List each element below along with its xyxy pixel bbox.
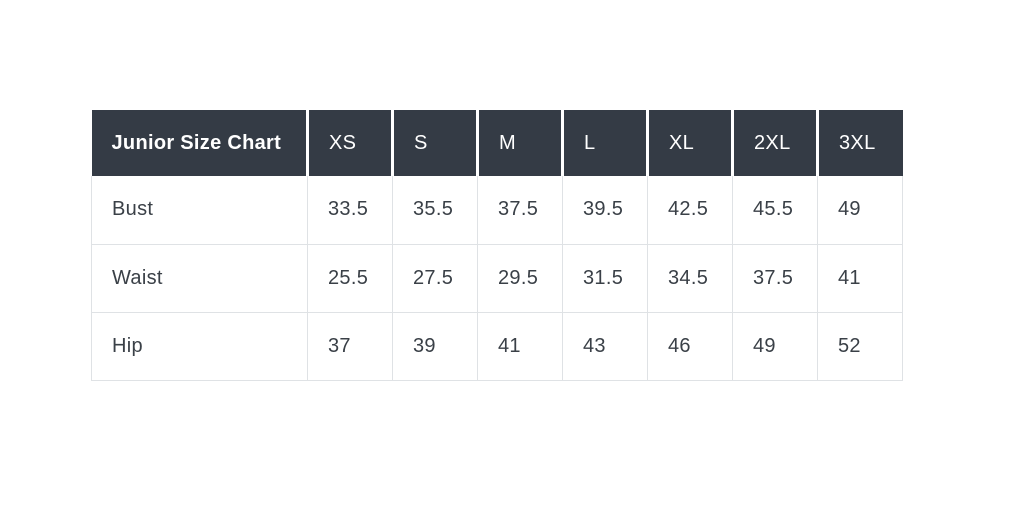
size-value-cell: 37.5 — [732, 244, 818, 313]
size-value-cell: 49 — [732, 312, 818, 381]
size-value-cell: 29.5 — [477, 244, 563, 313]
size-value-cell: 37.5 — [477, 176, 563, 245]
column-header-3xl: 3XL — [817, 110, 903, 176]
size-value-cell: 41 — [817, 244, 903, 313]
size-value-cell: 35.5 — [392, 176, 478, 245]
column-header-s: S — [392, 110, 479, 176]
column-header-m: M — [477, 110, 564, 176]
size-value-cell: 34.5 — [647, 244, 733, 313]
column-header-2xl: 2XL — [732, 110, 819, 176]
size-value-cell: 25.5 — [307, 244, 393, 313]
size-chart-body: Bust 33.5 35.5 37.5 39.5 42.5 45.5 49 Wa… — [91, 176, 903, 381]
column-header-xs: XS — [307, 110, 394, 176]
column-header-l: L — [562, 110, 649, 176]
size-value-cell: 41 — [477, 312, 563, 381]
size-value-cell: 27.5 — [392, 244, 478, 313]
column-header-xl: XL — [647, 110, 734, 176]
row-label-hip: Hip — [91, 312, 308, 381]
size-value-cell: 37 — [307, 312, 393, 381]
size-value-cell: 52 — [817, 312, 903, 381]
size-value-cell: 39.5 — [562, 176, 648, 245]
size-value-cell: 46 — [647, 312, 733, 381]
size-value-cell: 43 — [562, 312, 648, 381]
table-row-bust: Bust 33.5 35.5 37.5 39.5 42.5 45.5 49 — [91, 176, 903, 245]
size-value-cell: 33.5 — [307, 176, 393, 245]
size-value-cell: 39 — [392, 312, 478, 381]
size-value-cell: 42.5 — [647, 176, 733, 245]
size-value-cell: 31.5 — [562, 244, 648, 313]
size-chart-container: Junior Size Chart XS S M L XL 2XL 3XL Bu… — [91, 110, 903, 381]
junior-size-chart-table: Junior Size Chart XS S M L XL 2XL 3XL Bu… — [91, 110, 903, 381]
size-chart-header-row: Junior Size Chart XS S M L XL 2XL 3XL — [91, 110, 903, 176]
size-chart-title: Junior Size Chart — [91, 110, 309, 176]
row-label-waist: Waist — [91, 244, 308, 313]
size-value-cell: 45.5 — [732, 176, 818, 245]
table-row-hip: Hip 37 39 41 43 46 49 52 — [91, 312, 903, 381]
size-value-cell: 49 — [817, 176, 903, 245]
row-label-bust: Bust — [91, 176, 308, 245]
table-row-waist: Waist 25.5 27.5 29.5 31.5 34.5 37.5 41 — [91, 244, 903, 313]
